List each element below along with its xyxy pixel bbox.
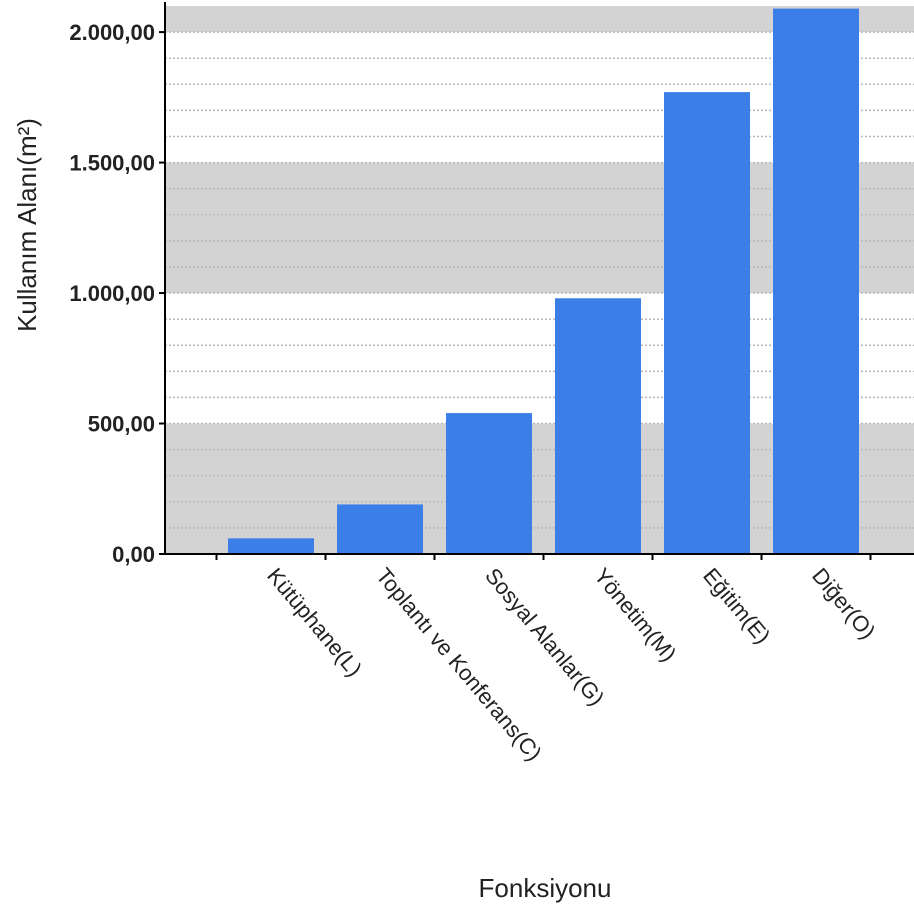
x-category-label: Yönetim(M) bbox=[589, 563, 681, 666]
x-category-label: Kütüphane(L) bbox=[262, 563, 367, 681]
x-axis-title: Fonksiyonu bbox=[479, 873, 612, 903]
bar-3 bbox=[446, 413, 532, 554]
bar-4 bbox=[555, 298, 641, 554]
x-category-labels: Kütüphane(L) Toplantı ve Konferans(C)Sosy… bbox=[262, 563, 880, 765]
bar-1 bbox=[228, 538, 314, 554]
y-tick-labels: 0,00 500,00 1.000,00 1.500,00 2.000,00 bbox=[69, 20, 155, 567]
axes bbox=[159, 2, 914, 560]
x-category-label: Sosyal Alanlar(G) bbox=[480, 563, 609, 710]
y-tick-label: 2.000,00 bbox=[69, 20, 155, 45]
x-category-label: Eğitim(E) bbox=[698, 563, 775, 648]
bar-6 bbox=[773, 8, 859, 555]
y-tick-label: 500,00 bbox=[88, 412, 155, 437]
y-tick-label: 1.000,00 bbox=[69, 281, 155, 306]
x-category-label: Diğer(O) bbox=[807, 563, 880, 644]
y-tick-label: 1.500,00 bbox=[69, 151, 155, 176]
bar-2 bbox=[337, 504, 423, 554]
y-tick-label: 0,00 bbox=[112, 542, 155, 567]
y-axis-title: Kullanım Alanı(m²) bbox=[12, 118, 42, 332]
bar-5 bbox=[664, 92, 750, 554]
bars bbox=[228, 8, 859, 555]
